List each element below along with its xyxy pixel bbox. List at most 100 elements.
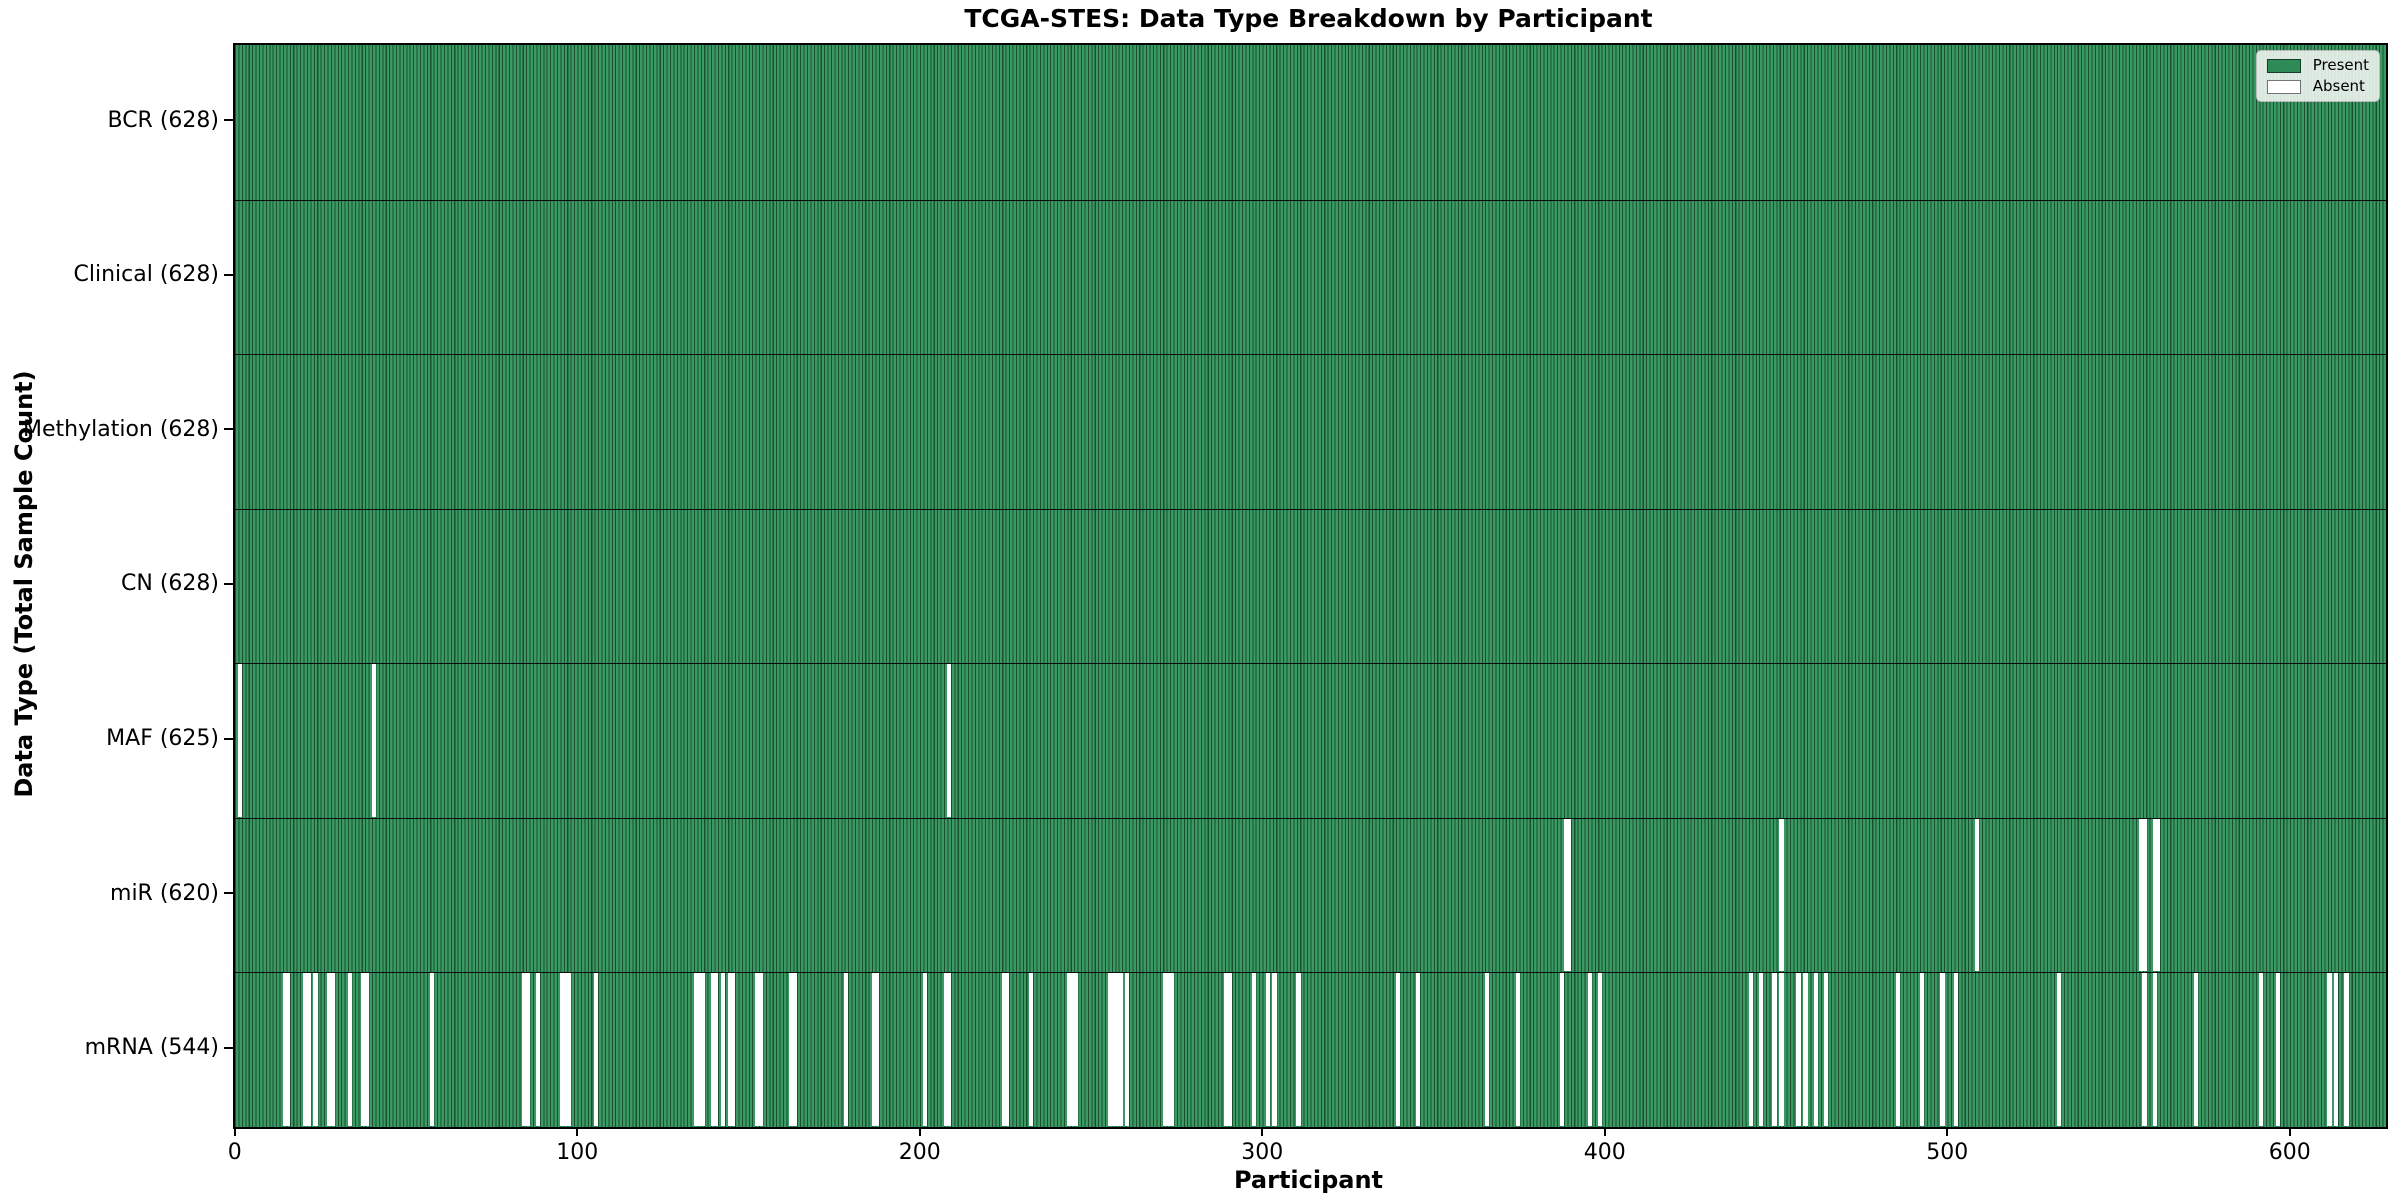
absent-mark [1395, 973, 1400, 1126]
absent-mark [1001, 973, 1007, 1126]
absent-mark [1515, 973, 1520, 1126]
row-divider [235, 199, 2386, 201]
absent-mark [943, 973, 948, 1126]
data-row-MAF [235, 663, 2386, 818]
absent-mark [2193, 973, 2198, 1126]
y-tick-mark [224, 583, 233, 585]
absent-mark [871, 973, 876, 1126]
absent-mark [347, 973, 352, 1126]
absent-mark [693, 973, 698, 1126]
absent-mark [2156, 818, 2161, 972]
x-tick-label-100: 100 [556, 1140, 599, 1165]
absent-mark [1029, 973, 1034, 1126]
y-tick-mark [224, 428, 233, 431]
absent-mark [947, 973, 952, 1126]
absent-mark [710, 973, 715, 1126]
row-divider [235, 972, 2386, 974]
x-tick-label-400: 400 [1583, 1140, 1626, 1165]
absent-mark [947, 664, 952, 817]
absent-mark [1813, 973, 1818, 1126]
legend-item: Present [2266, 58, 2369, 73]
absent-mark [563, 973, 568, 1126]
absent-mark [1416, 973, 1421, 1126]
absent-mark [2275, 973, 2281, 1126]
x-tick-mark [233, 1127, 236, 1136]
absent-mark [755, 973, 760, 1126]
absent-mark [2142, 818, 2147, 972]
data-row-Methylation [235, 354, 2386, 509]
absent-mark [536, 973, 541, 1126]
absent-mark [1111, 973, 1116, 1126]
absent-mark [1227, 973, 1233, 1126]
absent-mark [1919, 973, 1924, 1126]
row-divider [235, 508, 2386, 510]
absent-mark [594, 973, 599, 1126]
x-tick-label-600: 600 [2268, 1140, 2311, 1165]
absent-mark [923, 973, 928, 1126]
y-tick-label-BCR: BCR (628) [107, 107, 219, 133]
absent-mark [313, 973, 318, 1126]
absent-mark [875, 973, 880, 1126]
row-divider [235, 663, 2386, 665]
data-row-Clinical [235, 199, 2386, 355]
absent-mark [2258, 973, 2264, 1126]
absent-mark [731, 973, 736, 1126]
absent-mark [727, 973, 733, 1126]
absent-mark [559, 973, 565, 1126]
data-row-BCR [235, 45, 2386, 200]
y-tick-label-MAF: MAF (625) [106, 726, 219, 752]
absent-mark [282, 973, 287, 1126]
legend-swatch-present [2266, 58, 2301, 73]
x-tick-mark [2288, 1127, 2291, 1136]
legend: Present Absent [2255, 50, 2380, 102]
x-tick-mark [1946, 1127, 1949, 1136]
absent-mark [1114, 973, 1120, 1126]
absent-mark [1940, 973, 1945, 1126]
absent-mark [1954, 973, 1959, 1126]
absent-mark [1772, 973, 1777, 1126]
absent-mark [285, 973, 291, 1126]
y-tick-label-CN: CN (628) [121, 571, 219, 597]
absent-mark [371, 664, 376, 817]
absent-mark [1108, 973, 1113, 1126]
absent-mark [758, 973, 763, 1126]
absent-mark [720, 973, 726, 1126]
absent-mark [2327, 973, 2332, 1126]
absent-mark [1563, 818, 1568, 972]
absent-mark [2138, 818, 2144, 972]
absent-mark [1166, 973, 1171, 1126]
absent-mark [306, 973, 311, 1126]
absent-mark [1974, 818, 1979, 972]
absent-mark [1895, 973, 1901, 1126]
y-tick-label-Methylation: Methylation (628) [23, 416, 219, 442]
absent-mark [1005, 973, 1010, 1126]
absent-mark [525, 973, 530, 1126]
absent-mark [2152, 973, 2157, 1126]
absent-mark [1251, 973, 1257, 1126]
x-tick-mark [1261, 1127, 1264, 1136]
absent-mark [1587, 973, 1592, 1126]
absent-mark [330, 973, 335, 1126]
absent-mark [1779, 973, 1784, 1126]
absent-mark [2152, 818, 2157, 972]
row-divider [235, 817, 2386, 819]
absent-mark [522, 973, 527, 1126]
absent-mark [2056, 973, 2061, 1126]
absent-mark [844, 973, 849, 1126]
absent-mark [1560, 973, 1565, 1126]
absent-mark [1169, 973, 1174, 1126]
x-axis-label: Participant [1233, 1166, 1384, 1194]
y-tick-mark [224, 892, 233, 895]
y-tick-mark [224, 1046, 233, 1049]
y-tick-mark [224, 273, 233, 276]
absent-mark [1070, 973, 1075, 1126]
absent-mark [429, 973, 435, 1126]
absent-mark [1796, 973, 1801, 1126]
absent-mark [303, 973, 308, 1126]
absent-mark [327, 973, 332, 1126]
absent-mark [792, 973, 798, 1126]
absent-mark [1224, 973, 1229, 1126]
plot-area: Present Absent [233, 43, 2388, 1129]
absent-mark [1272, 973, 1277, 1126]
